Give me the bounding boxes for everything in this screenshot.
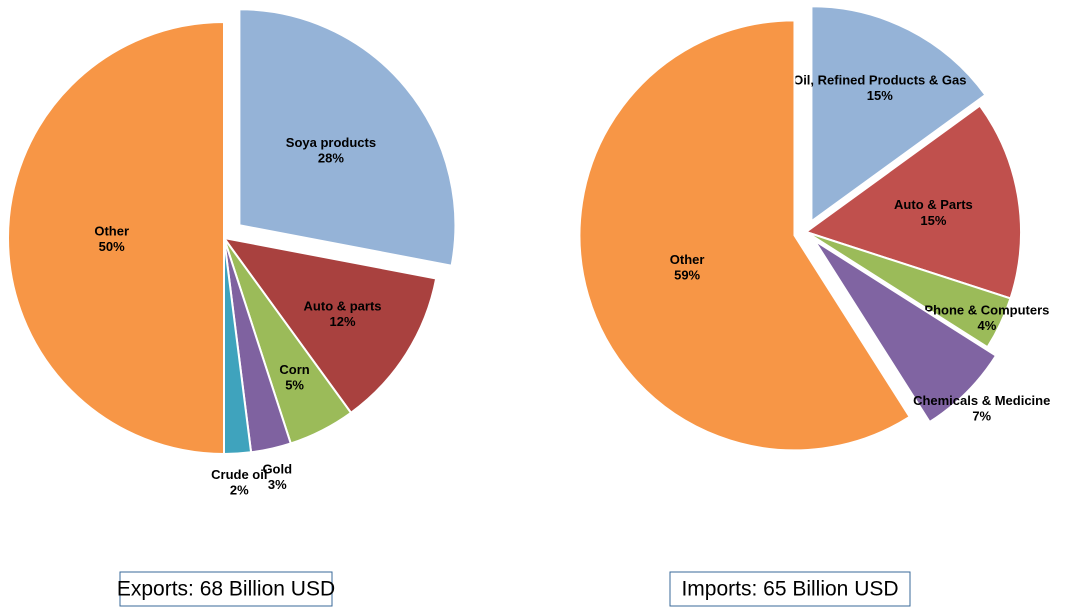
pie-slice [7,20,225,456]
value-label: 3% [268,477,287,492]
slice-label: Oil, Refined Products & Gas 15% [793,73,966,104]
category-label: Other [94,223,129,238]
category-label: Phone & Computers [924,303,1049,318]
slice-label: Gold 3% [262,462,292,493]
slice-label: Auto & Parts 15% [894,197,973,228]
pie-slice [805,231,1012,349]
slice-label: Other 50% [94,223,129,254]
pie-slice [238,8,457,267]
category-label: Crude oil [211,467,267,482]
value-label: 28% [318,151,344,166]
value-label: 2% [230,483,249,498]
category-label: Other [670,252,705,267]
value-label: 15% [920,213,946,228]
value-label: 4% [978,318,997,333]
value-label: 7% [972,409,991,424]
category-label: Gold [262,462,292,477]
category-label: Soya products [286,135,376,150]
pie-slice [803,104,1022,300]
value-label: 5% [285,378,304,393]
slice-label: Other 59% [670,252,705,283]
category-label: Auto & parts [304,299,382,314]
slice-label: Corn 5% [279,362,309,393]
pie-slice [810,5,987,224]
category-label: Auto & Parts [894,197,973,212]
slice-label: Phone & Computers 4% [924,303,1049,334]
slice-label: Auto & parts 12% [304,299,382,330]
pie-slice [813,239,998,424]
value-label: 59% [674,268,700,283]
value-label: 15% [867,88,893,103]
chart-title: Exports: 68 Billion USD [117,578,335,601]
slice-label: Chemicals & Medicine 7% [913,393,1050,424]
slice-label: Crude oil 2% [211,467,267,498]
title-box [119,571,333,607]
chart-title: Imports: 65 Billion USD [681,578,898,601]
category-label: Corn [279,362,309,377]
pie-slice [578,19,912,452]
pie-slice [221,236,438,415]
value-label: 50% [99,239,125,254]
category-label: Chemicals & Medicine [913,393,1050,408]
value-label: 12% [330,314,356,329]
title-box [669,571,911,607]
category-label: Oil, Refined Products & Gas [793,73,966,88]
slice-label: Soya products 28% [286,135,376,166]
